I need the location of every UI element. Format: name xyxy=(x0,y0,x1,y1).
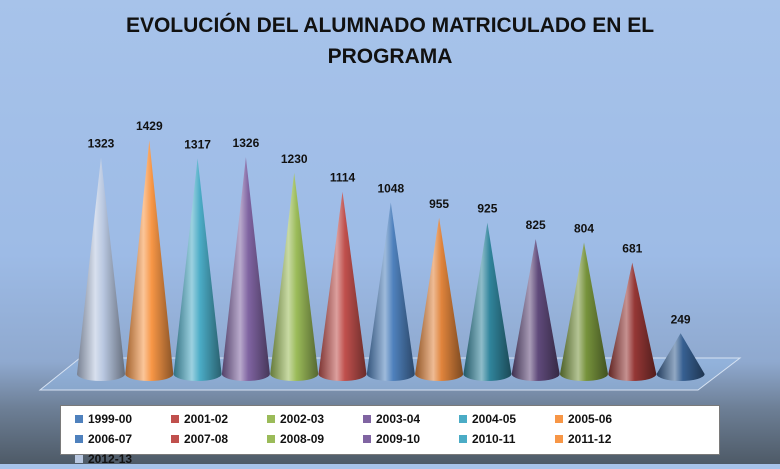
chart-title-line-1: EVOLUCIÓN DEL ALUMNADO MATRICULADO EN EL xyxy=(125,14,655,37)
legend-item-2005-06: 2005-06 xyxy=(555,409,651,429)
legend-item-2012-13: 2012-13 xyxy=(75,449,171,469)
legend-swatch xyxy=(363,435,371,443)
cone-2009-10 xyxy=(221,157,270,381)
legend-label: 2008-09 xyxy=(280,432,325,446)
data-label-2009-10: 1326 xyxy=(233,136,260,150)
data-label-2012-13: 1323 xyxy=(88,137,115,151)
data-label-2003-04: 825 xyxy=(526,218,546,232)
legend-item-2001-02: 2001-02 xyxy=(171,409,267,429)
legend-swatch xyxy=(171,415,179,423)
legend-label: 2002-03 xyxy=(280,412,325,426)
legend-swatch xyxy=(555,415,563,423)
legend-item-2004-05: 2004-05 xyxy=(459,409,555,429)
chart-title: EVOLUCIÓN DEL ALUMNADO MATRICULADO EN EL… xyxy=(0,10,780,72)
legend-label: 2007-08 xyxy=(184,432,229,446)
legend-swatch xyxy=(171,435,179,443)
data-label-1999-00: 249 xyxy=(671,312,691,326)
legend-swatch xyxy=(555,435,563,443)
cone-2007-08 xyxy=(318,191,367,381)
legend-swatch xyxy=(267,415,275,423)
legend-label: 2001-02 xyxy=(184,412,229,426)
cone-2005-06 xyxy=(415,217,464,381)
cone-2001-02 xyxy=(608,262,657,381)
legend-item-2007-08: 2007-08 xyxy=(171,429,267,449)
data-label-2005-06: 955 xyxy=(429,197,449,211)
legend-swatch xyxy=(75,455,83,463)
legend-swatch xyxy=(459,415,467,423)
legend-item-2003-04: 2003-04 xyxy=(363,409,459,429)
data-labels: 1323 1429 1317 1326 1230 1114 1048 955 925 825 804… xyxy=(88,119,691,326)
cone-2008-09 xyxy=(270,172,319,381)
data-label-2006-07: 1048 xyxy=(377,182,404,196)
legend-item-2009-10: 2009-10 xyxy=(363,429,459,449)
legend-item-2006-07: 2006-07 xyxy=(75,429,171,449)
legend-item-2002-03: 2002-03 xyxy=(267,409,363,429)
data-label-2007-08: 1114 xyxy=(330,171,356,185)
cone-2004-05 xyxy=(463,222,512,381)
series-cones xyxy=(77,140,705,381)
legend-item-2011-12: 2011-12 xyxy=(555,429,651,449)
data-label-2004-05: 925 xyxy=(477,202,497,216)
legend-item-1999-00: 1999-00 xyxy=(75,409,171,429)
legend-swatch xyxy=(75,415,83,423)
cone-1999-00 xyxy=(656,333,705,381)
legend-item-2010-11: 2010-11 xyxy=(459,429,555,449)
legend-label: 2004-05 xyxy=(472,412,517,426)
legend-label: 2005-06 xyxy=(568,412,613,426)
legend-label: 1999-00 xyxy=(88,412,133,426)
data-label-2002-03: 804 xyxy=(574,221,594,235)
cone-2003-04 xyxy=(511,239,560,381)
cone-2010-11 xyxy=(173,158,222,381)
legend-label: 2010-11 xyxy=(472,432,516,446)
cone-chart: 1323 1429 1317 1326 1230 1114 1048 955 925 825 804… xyxy=(38,119,742,391)
legend-label: 2012-13 xyxy=(88,452,133,466)
data-label-2011-12: 1429 xyxy=(136,119,163,133)
legend: 1999-00 2001-02 2002-03 2003-04 2004-05 2005-… xyxy=(60,405,720,466)
legend-swatch xyxy=(459,435,467,443)
cone-2002-03 xyxy=(560,242,608,381)
legend-swatch xyxy=(75,435,83,443)
chart-title-line-2: PROGRAMA xyxy=(327,45,453,68)
data-label-2010-11: 1317 xyxy=(184,138,211,152)
cone-2012-13 xyxy=(77,157,125,381)
data-label-2008-09: 1230 xyxy=(281,152,308,166)
cone-2006-07 xyxy=(366,202,415,381)
legend-label: 2009-10 xyxy=(376,432,421,446)
legend-label: 2003-04 xyxy=(376,412,421,426)
legend-item-2008-09: 2008-09 xyxy=(267,429,363,449)
legend-swatch xyxy=(363,415,371,423)
legend-swatch xyxy=(267,435,275,443)
legend-label: 2011-12 xyxy=(568,432,612,446)
data-label-2001-02: 681 xyxy=(622,242,642,256)
legend-label: 2006-07 xyxy=(88,432,133,446)
cone-2011-12 xyxy=(125,140,174,381)
